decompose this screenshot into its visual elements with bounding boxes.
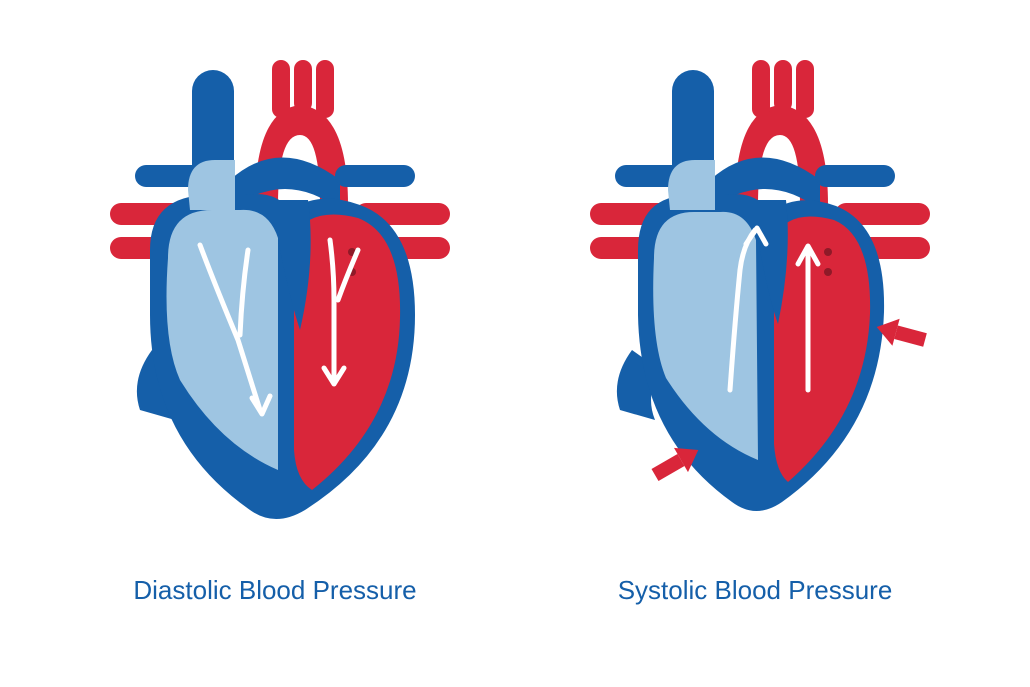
diagram-container: Diastolic Blood Pressure — [80, 40, 950, 606]
caption-diastolic: Diastolic Blood Pressure — [133, 575, 416, 606]
left-chamber — [774, 216, 870, 482]
right-atrium-upper — [188, 160, 235, 210]
heart-systolic — [560, 40, 950, 540]
right-atrium-upper — [668, 160, 715, 210]
heart-diastolic — [80, 40, 470, 540]
dot-icon — [824, 268, 832, 276]
caption-systolic: Systolic Blood Pressure — [618, 575, 893, 606]
panel-systolic: Systolic Blood Pressure — [560, 40, 950, 606]
dot-icon — [824, 248, 832, 256]
panel-diastolic: Diastolic Blood Pressure — [80, 40, 470, 606]
